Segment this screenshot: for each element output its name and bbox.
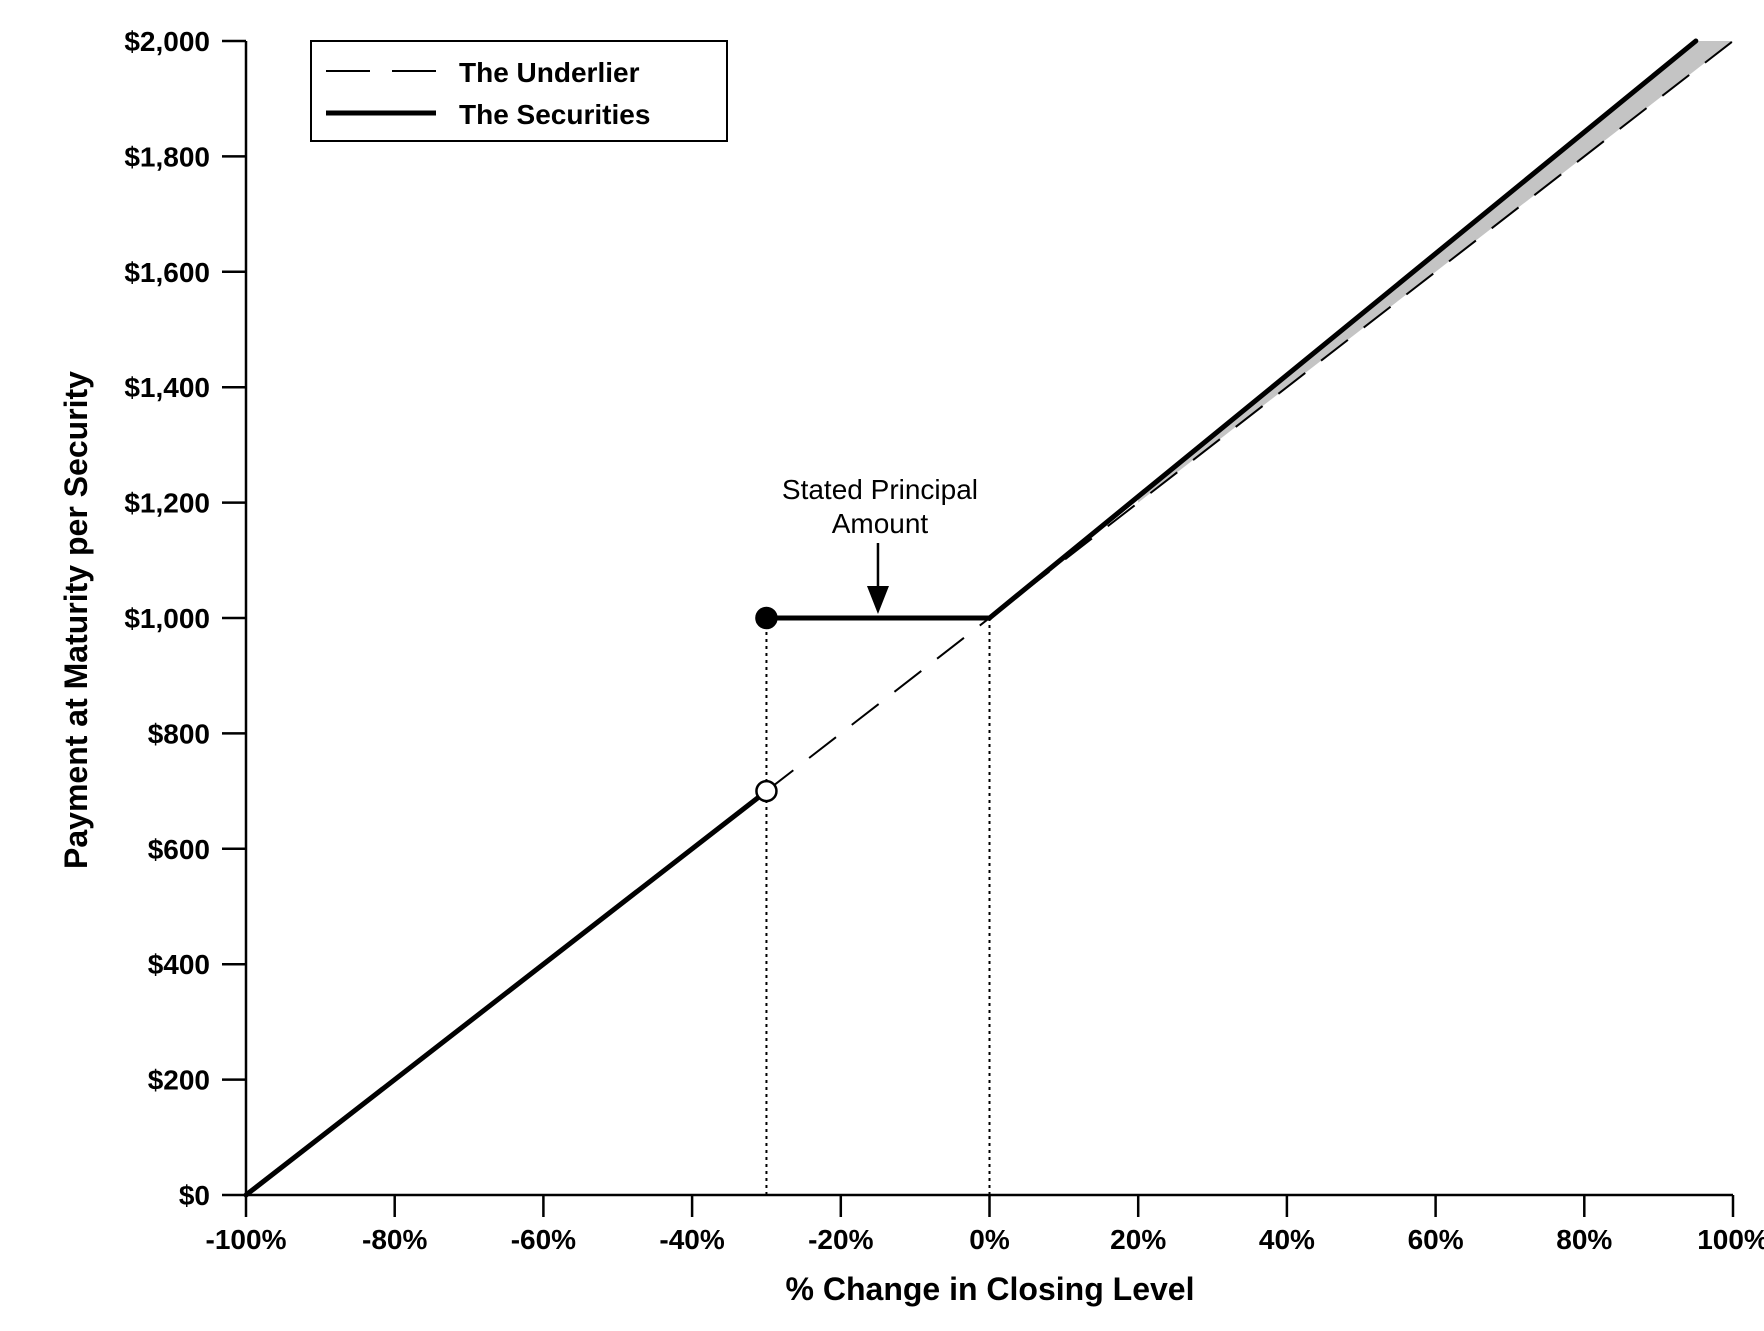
x-tick-label: -20% bbox=[808, 1224, 873, 1255]
marker-filled bbox=[755, 606, 778, 630]
x-tick-label: 0% bbox=[969, 1224, 1010, 1255]
y-tick-label: $1,000 bbox=[124, 603, 210, 634]
series-securities-segment bbox=[987, 38, 1699, 621]
series-layer bbox=[243, 38, 1734, 1198]
x-tick-label: 80% bbox=[1556, 1224, 1612, 1255]
marker-open bbox=[755, 779, 778, 803]
legend-label-securities: The Securities bbox=[459, 99, 650, 130]
x-tick-label: 40% bbox=[1259, 1224, 1315, 1255]
x-tick-label: -60% bbox=[511, 1224, 576, 1255]
x-tick-label: -40% bbox=[659, 1224, 724, 1255]
y-tick-label: $2,000 bbox=[124, 26, 210, 57]
y-tick-label: $1,600 bbox=[124, 257, 210, 288]
y-tick-label: $400 bbox=[148, 949, 210, 980]
series-underlier-line bbox=[765, 40, 1734, 792]
annotation-label: Amount bbox=[832, 508, 929, 539]
x-tick-label: 60% bbox=[1408, 1224, 1464, 1255]
reference-lines bbox=[765, 618, 991, 1195]
x-tick-label: -100% bbox=[206, 1224, 287, 1255]
y-tick-label: $1,400 bbox=[124, 372, 210, 403]
y-axis-title: Payment at Maturity per Security bbox=[58, 371, 94, 869]
y-tick-label: $200 bbox=[148, 1065, 210, 1096]
y-axis-ticks: $0 $200 $400 $600 $800 $1,000 $1,200 $1,400 $1,6… bbox=[124, 26, 246, 1211]
legend-label-underlier: The Underlier bbox=[459, 57, 640, 88]
x-axis-title: % Change in Closing Level bbox=[786, 1271, 1195, 1307]
y-tick-label: $1,800 bbox=[124, 141, 210, 172]
y-tick-label: $600 bbox=[148, 834, 210, 865]
annotation-label: Stated Principal bbox=[782, 474, 978, 505]
x-axis-ticks: -100% -80% -60% -40% -20% 0% 20% 40% 60% 80% 100% bbox=[206, 1195, 1764, 1255]
y-tick-label: $1,200 bbox=[124, 488, 210, 519]
x-tick-label: 20% bbox=[1110, 1224, 1166, 1255]
y-tick-label: $800 bbox=[148, 718, 210, 749]
series-securities-segment bbox=[243, 788, 769, 1198]
y-tick-label: $0 bbox=[179, 1180, 210, 1211]
annotation-arrow-head bbox=[866, 586, 889, 614]
x-tick-label: -80% bbox=[362, 1224, 427, 1255]
marker-layer bbox=[755, 606, 778, 803]
legend-box bbox=[310, 40, 728, 142]
legend: The Underlier The Securities bbox=[310, 40, 728, 142]
x-tick-label: 100% bbox=[1697, 1224, 1764, 1255]
